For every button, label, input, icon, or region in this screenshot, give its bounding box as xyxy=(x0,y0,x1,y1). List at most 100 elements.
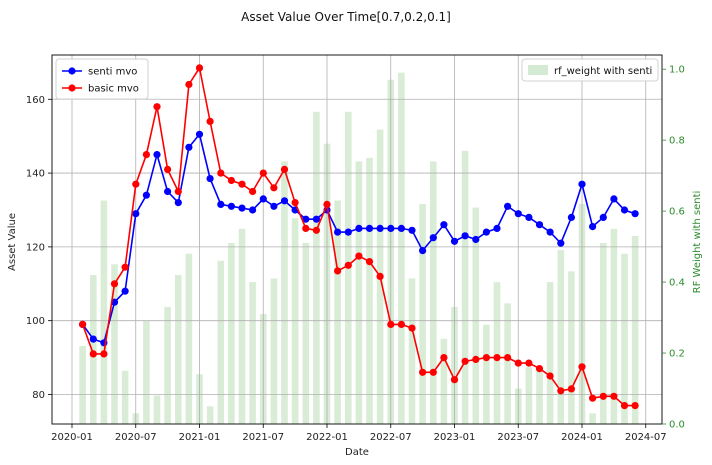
basic-mvo-point xyxy=(408,324,416,332)
basic-mvo-point xyxy=(610,392,618,400)
rf-weight-bar xyxy=(440,338,448,424)
y-axis-label-right: RF Weight with senti xyxy=(692,191,703,294)
basic-mvo-point xyxy=(419,368,427,376)
senti-mvo-point xyxy=(387,224,395,232)
x-tick-label: 2024-07 xyxy=(625,432,667,443)
basic-mvo-point xyxy=(397,320,405,328)
rf-weight-bar xyxy=(100,200,108,424)
rf-weight-bar xyxy=(525,367,533,424)
basic-mvo-point xyxy=(174,187,182,196)
basic-mvo-point xyxy=(535,365,544,373)
rf-weight-bar xyxy=(430,161,437,424)
chart-title: Asset Value Over Time[0.7,0.2,0.1] xyxy=(241,10,451,24)
x-tick-label: 2023-01 xyxy=(434,432,476,443)
basic-mvo-point xyxy=(195,64,204,72)
senti-mvo-point xyxy=(504,202,512,210)
senti-mvo-point xyxy=(493,224,501,232)
plot-area: 2020-01 2020-07 2021-01 2021-07 2022-01 2022-… xyxy=(26,54,685,443)
basic-mvo-point xyxy=(557,387,565,395)
basic-mvo-point xyxy=(599,392,607,400)
x-tick-label: 2022-01 xyxy=(306,432,348,443)
senti-mvo-point xyxy=(344,228,352,236)
rf-weight-bar xyxy=(366,157,373,424)
rf-weight-bar xyxy=(610,228,618,424)
basic-mvo-point xyxy=(249,187,257,196)
rf-weight-bar xyxy=(398,72,405,424)
rf-weight-bar xyxy=(143,321,150,424)
basic-mvo-point xyxy=(79,320,87,328)
basic-mvo-point xyxy=(312,226,320,234)
rf-weight-bar xyxy=(334,200,341,424)
basic-mvo-point xyxy=(376,272,384,280)
basic-mvo-point xyxy=(578,363,586,371)
basic-mvo-point xyxy=(620,402,629,410)
basic-mvo-point xyxy=(217,169,225,177)
senti-mvo-point xyxy=(121,287,129,295)
rf-weight-bar xyxy=(472,207,480,424)
rf-weight-bar xyxy=(621,253,628,424)
basic-mvo-point xyxy=(110,280,119,288)
basic-mvo-point xyxy=(355,252,363,260)
senti-mvo-point xyxy=(589,223,597,231)
basic-mvo-point xyxy=(344,261,352,269)
basic-mvo-point xyxy=(323,200,331,208)
y-tick-label: 100 xyxy=(26,316,45,327)
senti-mvo-point xyxy=(578,180,586,188)
senti-mvo-point xyxy=(280,197,289,205)
basic-mvo-point xyxy=(365,258,374,266)
basic-mvo-point xyxy=(589,394,597,402)
senti-mvo-point xyxy=(164,187,172,196)
basic-mvo-point xyxy=(121,263,129,271)
senti-mvo-point xyxy=(546,228,554,236)
rf-weight-bar xyxy=(185,253,193,424)
basic-mvo-point xyxy=(546,372,554,380)
legend-marker-swatch xyxy=(68,84,76,92)
basic-mvo-point xyxy=(142,151,150,159)
basic-mvo-point xyxy=(387,320,395,328)
senti-mvo-point xyxy=(408,226,416,234)
senti-mvo-point xyxy=(365,224,374,232)
rf-weight-bar xyxy=(557,250,565,424)
basic-mvo-point xyxy=(440,354,448,362)
basic-mvo-point xyxy=(291,199,299,207)
rf-weight-bar xyxy=(228,243,235,424)
basic-mvo-point xyxy=(461,357,469,365)
senti-mvo-point xyxy=(461,232,469,240)
rf-weight-bar xyxy=(546,282,554,424)
basic-mvo-point xyxy=(482,354,490,362)
senti-mvo-point xyxy=(312,215,320,223)
rf-weight-bar xyxy=(121,370,129,424)
rf-weight-bar xyxy=(536,370,543,424)
rf-weight-bar xyxy=(281,161,288,424)
y-tick-label: 80 xyxy=(32,390,45,401)
rf-weight-bar xyxy=(90,275,97,424)
senti-mvo-point xyxy=(376,224,384,232)
rf-weight-bar xyxy=(600,243,607,424)
senti-mvo-point xyxy=(195,130,204,138)
basic-mvo-point xyxy=(270,184,278,192)
basic-mvo-point xyxy=(302,224,310,232)
legend-label: rf_weight with senti xyxy=(554,66,652,77)
basic-mvo-point xyxy=(185,80,193,89)
rf-weight-bar xyxy=(175,275,182,424)
rf-weight-bar xyxy=(313,111,320,425)
senti-mvo-point xyxy=(610,195,618,203)
y-right-tick-label: 1.0 xyxy=(669,65,685,76)
rf-weight-bar xyxy=(238,228,246,424)
basic-mvo-point xyxy=(153,103,161,111)
rf-weight-bar xyxy=(249,282,256,424)
basic-mvo-point xyxy=(429,368,437,376)
senti-mvo-point xyxy=(429,234,437,242)
legend-label: senti mvo xyxy=(88,67,137,78)
rf-weight-bar xyxy=(79,345,86,424)
basic-mvo-point xyxy=(631,402,639,410)
basic-mvo-point xyxy=(334,267,342,275)
rf-weight-bar xyxy=(493,282,501,424)
x-tick-label: 2021-01 xyxy=(179,432,221,443)
basic-mvo-point xyxy=(132,180,140,188)
senti-mvo-point xyxy=(153,151,161,159)
senti-mvo-point xyxy=(472,235,480,244)
senti-mvo-point xyxy=(397,224,405,232)
senti-mvo-point xyxy=(334,228,342,236)
